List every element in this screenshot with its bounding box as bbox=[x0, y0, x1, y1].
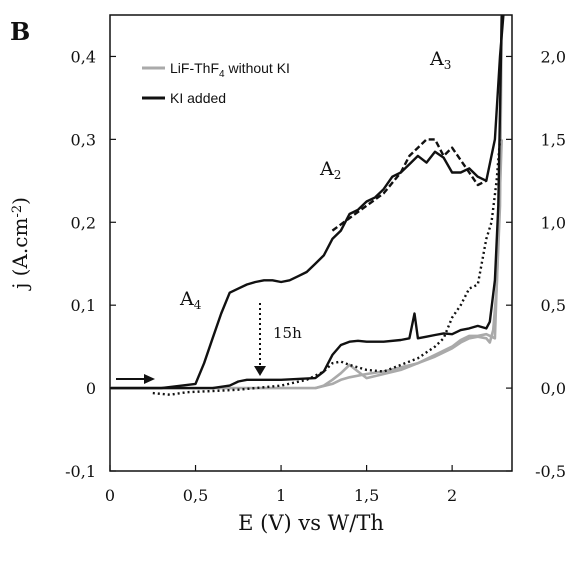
y-axis-ticks: -0,1 0 0,1 0,2 0,3 0,4 bbox=[65, 47, 116, 481]
series-line-1 bbox=[314, 139, 503, 390]
y-axis-label: j (A.cm-2) bbox=[8, 197, 32, 291]
y2-tick-label: 1,0 bbox=[541, 213, 566, 232]
panel-label: B bbox=[10, 17, 30, 46]
y2-tick-label: 1,5 bbox=[541, 130, 566, 149]
series-line-5 bbox=[152, 139, 502, 396]
series-line-3 bbox=[331, 138, 487, 232]
series-line-4 bbox=[110, 14, 503, 390]
x-tick-label: 1 bbox=[276, 486, 286, 505]
annotation-15h: 15h bbox=[273, 324, 302, 342]
x-tick-label: 1,5 bbox=[354, 486, 379, 505]
x-axis-ticks: 0 0,5 1 1,5 2 bbox=[105, 465, 457, 505]
svg-text:A4: A4 bbox=[179, 288, 202, 312]
y-tick-label: 0,3 bbox=[71, 130, 96, 149]
y-tick-label: 0 bbox=[86, 379, 96, 398]
y2-tick-label: -0,5 bbox=[535, 462, 566, 481]
legend: LiF-ThF4 without KI KI added bbox=[142, 60, 290, 106]
svg-text:A2: A2 bbox=[319, 158, 341, 182]
x-tick-label: 0 bbox=[105, 486, 115, 505]
y2-axis-ticks: -0,5 0,0 0,5 1,0 1,5 2,0 bbox=[506, 47, 566, 481]
scan-direction-arrow bbox=[116, 374, 155, 384]
svg-text:A3: A3 bbox=[429, 48, 451, 72]
annotation-A4: A4 bbox=[179, 288, 202, 312]
plot-frame bbox=[109, 14, 513, 472]
series-line-2 bbox=[110, 14, 505, 390]
annotation-A2: A2 bbox=[319, 158, 341, 182]
y-tick-label: 0,2 bbox=[71, 213, 96, 232]
x-tick-label: 0,5 bbox=[183, 486, 208, 505]
series-layer bbox=[110, 14, 505, 396]
y-tick-label: -0,1 bbox=[65, 462, 96, 481]
x-axis-label: E (V) vs W/Th bbox=[238, 511, 384, 535]
legend-label-1: LiF-ThF4 without KI bbox=[170, 60, 290, 80]
y-tick-label: 0,1 bbox=[71, 296, 96, 315]
svg-text:15h: 15h bbox=[273, 324, 302, 342]
y-tick-label: 0,4 bbox=[71, 47, 96, 66]
y2-tick-label: 2,0 bbox=[541, 47, 566, 66]
series-line-0 bbox=[110, 14, 503, 390]
x-tick-label: 2 bbox=[447, 486, 457, 505]
y2-tick-label: 0,0 bbox=[541, 379, 566, 398]
arrow-15h bbox=[254, 303, 266, 376]
annotation-A3: A3 bbox=[429, 48, 451, 72]
legend-label-2: KI added bbox=[170, 90, 226, 106]
y2-tick-label: 0,5 bbox=[541, 296, 566, 315]
